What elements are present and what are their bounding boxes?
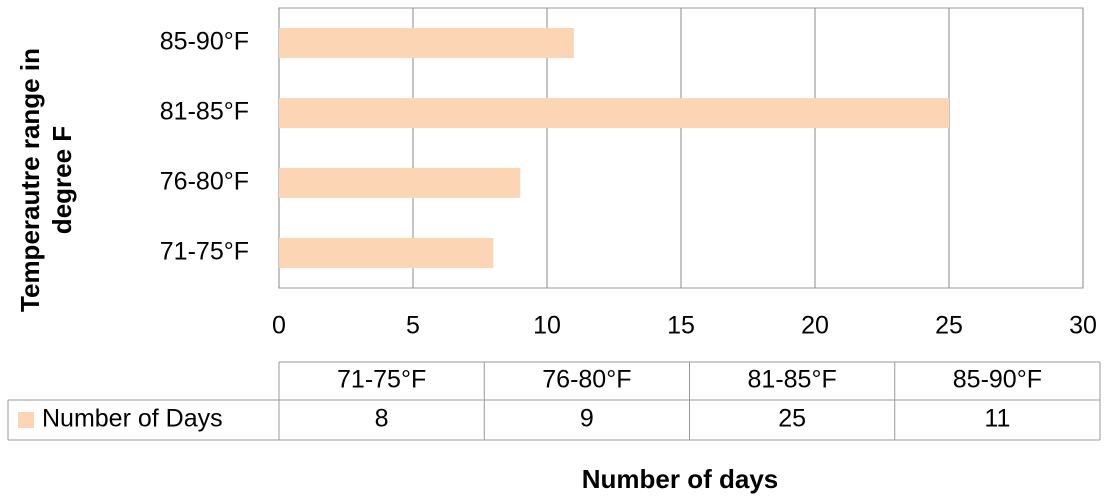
table-value: 11 — [984, 405, 1010, 433]
bar — [279, 168, 521, 198]
y-tick-label: 85-90°F — [160, 28, 249, 56]
x-tick-label: 25 — [935, 312, 963, 340]
x-tick-label: 30 — [1069, 312, 1097, 340]
x-tick-label: 0 — [272, 312, 286, 340]
table-value: 25 — [778, 405, 806, 433]
y-tick-label: 71-75°F — [160, 238, 249, 266]
legend-label: Number of Days — [42, 405, 223, 433]
x-tick-label: 20 — [801, 312, 829, 340]
x-tick-label: 15 — [667, 312, 695, 340]
y-axis-title: Temperautre range in degree F — [15, 48, 77, 312]
legend-swatch — [18, 412, 34, 428]
bar — [279, 238, 494, 268]
y-tick-label: 81-85°F — [160, 98, 249, 126]
bar — [279, 28, 574, 58]
bar — [279, 98, 949, 128]
table-value: 9 — [580, 405, 594, 433]
table-value: 8 — [375, 405, 389, 433]
x-axis-title: Number of days — [582, 464, 779, 494]
y-tick-label: 76-80°F — [160, 168, 249, 196]
table-header: 85-90°F — [953, 366, 1042, 394]
table-header: 81-85°F — [748, 366, 837, 394]
x-tick-label: 10 — [533, 312, 561, 340]
table-header: 71-75°F — [337, 366, 426, 394]
table-header: 76-80°F — [542, 366, 631, 394]
x-tick-label: 5 — [406, 312, 420, 340]
